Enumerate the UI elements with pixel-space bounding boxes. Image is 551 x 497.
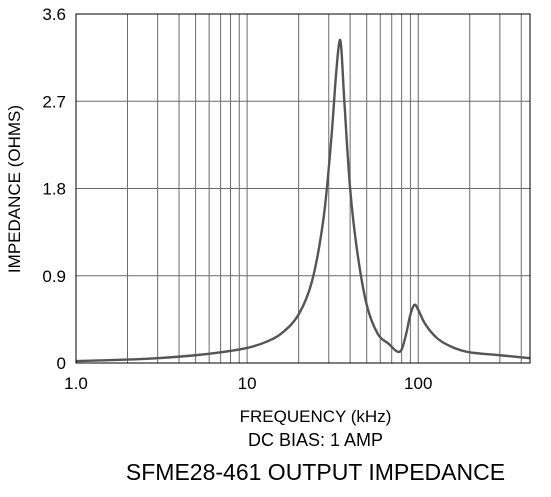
y-tick-label: 1.8 [42,180,66,199]
chart-subtitle: DC BIAS: 1 AMP [247,430,384,450]
x-tick-label: 10 [238,374,257,393]
y-tick-label: 3.6 [42,5,66,24]
y-axis: 0 0.9 1.8 2.7 3.6 [42,5,66,373]
chart-title: SFME28-461 OUTPUT IMPEDANCE [125,459,506,485]
x-axis: 1.0 10 100 [64,374,432,393]
plot-frame [75,13,531,364]
grid [76,14,530,363]
y-tick-label: 2.7 [42,92,66,111]
x-axis-label: FREQUENCY (kHz) [239,407,392,426]
x-tick-label: 100 [404,374,432,393]
y-tick-label: 0 [57,354,66,373]
y-axis-label: IMPEDANCE (OHMS) [5,105,24,273]
y-tick-label: 0.9 [42,267,66,286]
impedance-curve [75,38,531,363]
x-tick-label: 1.0 [64,374,88,393]
